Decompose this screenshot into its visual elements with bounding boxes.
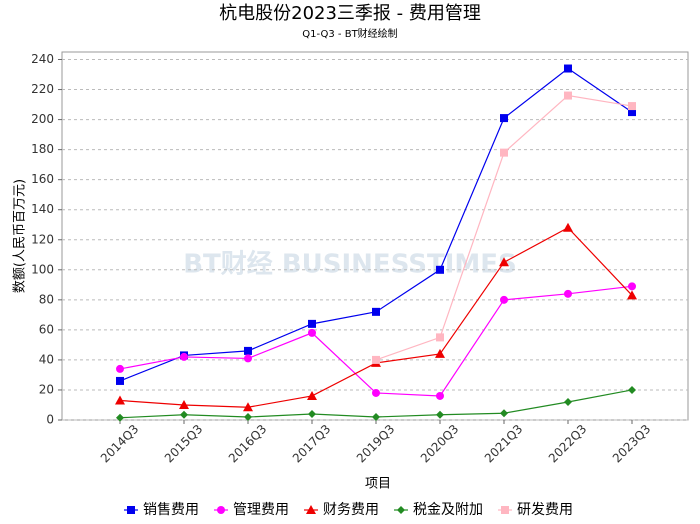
y-tick-label: 80 (39, 292, 54, 306)
marker (564, 64, 572, 73)
marker (628, 282, 636, 291)
legend-label: 管理费用 (233, 502, 289, 518)
legend-item: 研发费用 (498, 502, 573, 518)
marker (306, 505, 316, 514)
marker (244, 346, 252, 355)
marker (500, 148, 508, 157)
x-tick-label: 2017Q3 (290, 422, 334, 466)
marker (179, 399, 189, 409)
marker (436, 391, 444, 400)
marker (436, 265, 444, 274)
marker (436, 333, 444, 342)
marker (180, 410, 188, 419)
marker (116, 413, 124, 422)
series-line (119, 285, 633, 397)
marker (372, 412, 380, 421)
legend-item: 销售费用 (124, 502, 199, 518)
x-tick-label: 2019Q3 (354, 422, 398, 466)
legend-label: 销售费用 (143, 502, 199, 518)
marker (244, 354, 252, 363)
x-tick-label: 2020Q3 (418, 422, 462, 466)
marker (499, 257, 509, 267)
y-tick-label: 120 (31, 232, 54, 246)
marker (436, 410, 444, 419)
marker (308, 409, 316, 418)
y-tick-label: 180 (31, 142, 54, 156)
marker (397, 506, 405, 514)
marker (372, 307, 380, 316)
x-tick-label: 2021Q3 (482, 422, 526, 466)
x-tick-label: 2014Q3 (98, 422, 142, 466)
legend-label: 税金及附加 (413, 502, 483, 518)
marker (116, 364, 124, 373)
x-tick-label: 2015Q3 (162, 422, 206, 466)
marker (307, 390, 317, 400)
marker (243, 402, 253, 412)
y-tick-label: 160 (31, 172, 54, 186)
marker (308, 319, 316, 328)
legend-label: 研发费用 (517, 502, 573, 518)
marker (435, 348, 445, 358)
legend-item: 税金及附加 (394, 502, 483, 518)
watermark: BT财经 BUSINESSTIMES (183, 249, 517, 280)
marker (308, 328, 316, 337)
marker (217, 506, 225, 514)
marker (115, 395, 125, 405)
marker (500, 114, 508, 123)
y-tick-label: 220 (31, 82, 54, 96)
y-tick-label: 60 (39, 322, 54, 336)
y-axis-label: 数额(人民币百万元) (13, 179, 28, 293)
y-tick-label: 240 (31, 52, 54, 66)
marker (372, 355, 380, 364)
x-tick-label: 2016Q3 (226, 422, 270, 466)
x-tick-label: 2022Q3 (546, 422, 590, 466)
marker (564, 289, 572, 298)
marker (564, 397, 572, 406)
x-axis-label: 项目 (365, 477, 391, 492)
series-line (119, 67, 633, 382)
x-tick-label: 2023Q3 (610, 422, 654, 466)
marker (244, 412, 252, 421)
series-line (375, 94, 633, 361)
marker (564, 91, 572, 100)
y-tick-label: 140 (31, 202, 54, 216)
marker (116, 376, 124, 385)
chart-subtitle: Q1-Q3 - BT财经绘制 (302, 27, 397, 40)
marker (627, 290, 637, 300)
marker (500, 409, 508, 418)
marker (127, 506, 135, 514)
marker (372, 388, 380, 397)
legend-item: 财务费用 (304, 502, 379, 518)
marker (501, 506, 509, 514)
y-tick-label: 40 (39, 352, 54, 366)
y-tick-label: 20 (39, 382, 54, 396)
marker (563, 222, 573, 232)
marker (628, 102, 636, 111)
y-tick-label: 100 (31, 262, 54, 276)
legend-label: 财务费用 (323, 502, 379, 518)
marker (628, 108, 636, 117)
marker (628, 385, 636, 394)
y-tick-label: 0 (46, 413, 54, 427)
y-tick-label: 200 (31, 112, 54, 126)
chart-title: 杭电股份2023三季报 - 费用管理 (219, 3, 481, 24)
marker (180, 352, 188, 361)
legend-item: 管理费用 (214, 502, 289, 518)
marker (500, 295, 508, 304)
